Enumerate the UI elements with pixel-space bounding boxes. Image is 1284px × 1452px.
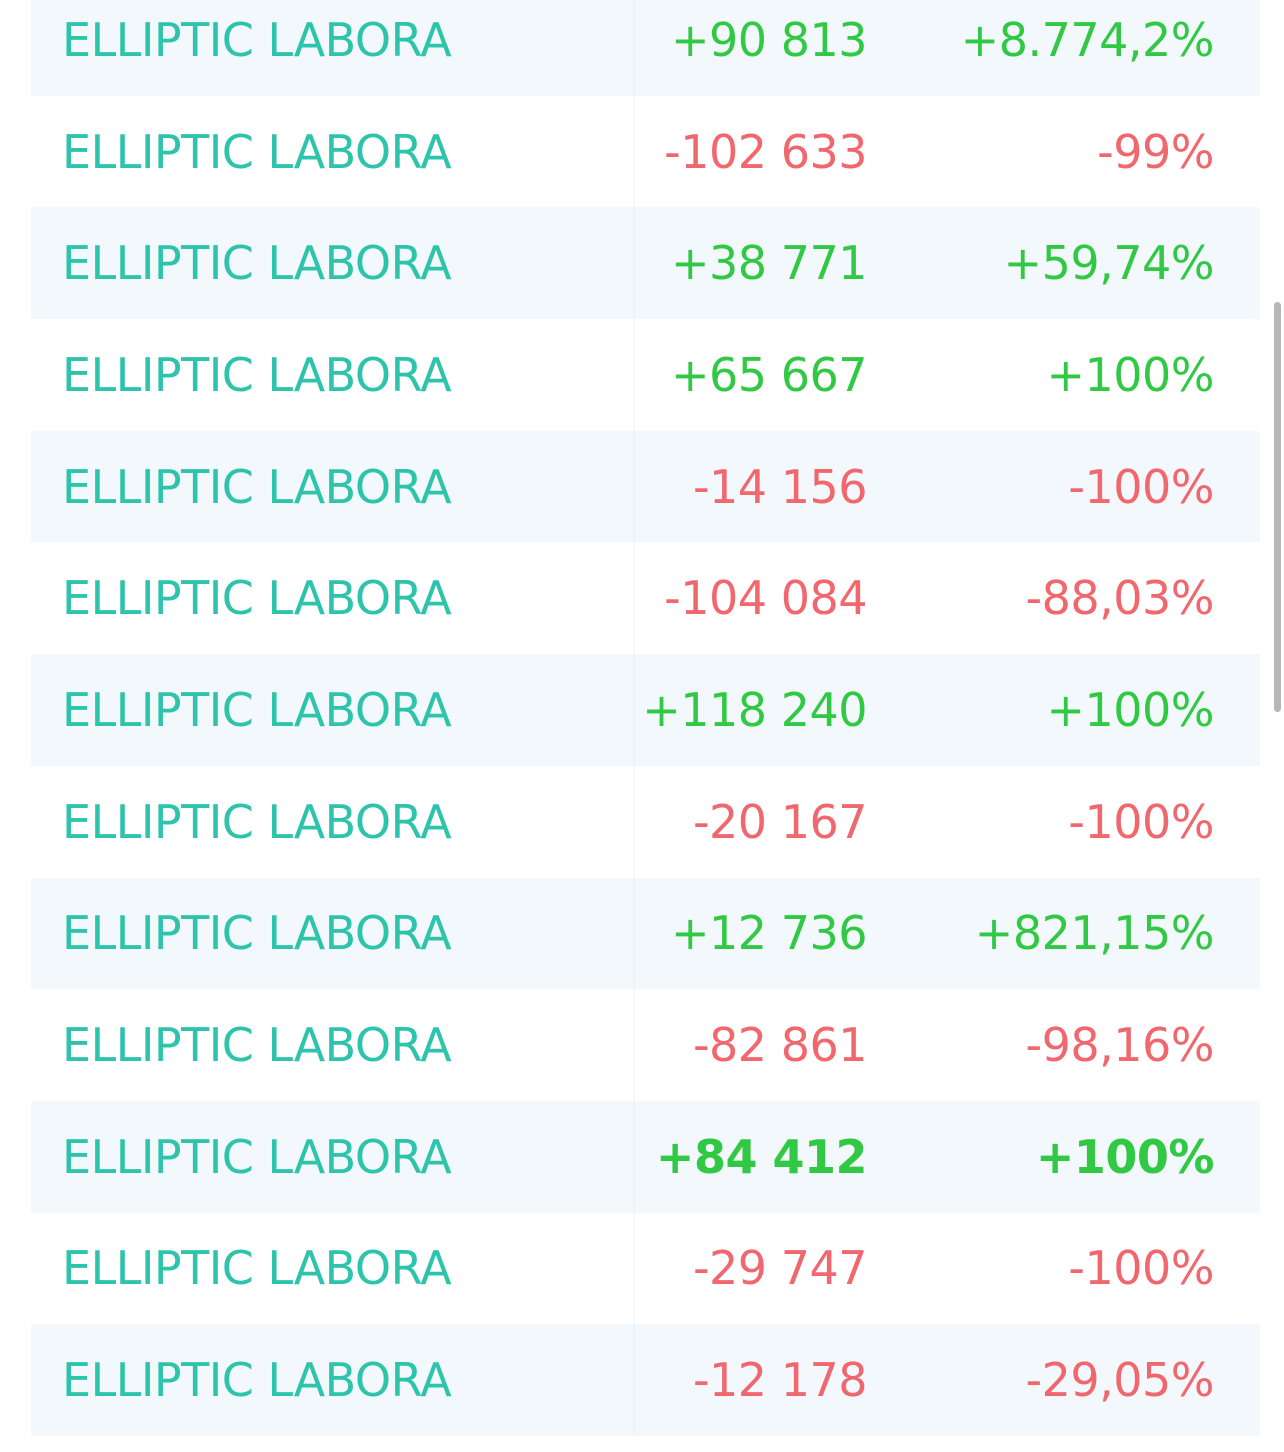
table-row[interactable]: ELLIPTIC LABORA +12 736 +821,15%: [31, 877, 1260, 990]
column-divider: [633, 319, 635, 431]
transactions-table: ELLIPTIC LABORA +90 813 +8.774,2% ELLIPTIC …: [31, 0, 1260, 1436]
amount-value: -29 747: [692, 1241, 868, 1296]
security-name: ELLIPTIC LABORA: [62, 794, 452, 849]
column-divider: [633, 0, 635, 96]
security-name: ELLIPTIC LABORA: [62, 12, 452, 67]
percent-change: -100%: [1068, 794, 1214, 849]
percent-change: -98,16%: [1025, 1018, 1215, 1073]
security-name: ELLIPTIC LABORA: [62, 236, 452, 291]
percent-change: -29,05%: [1025, 1353, 1215, 1408]
percent-change: +100%: [1035, 1129, 1215, 1184]
amount-value: -20 167: [692, 794, 868, 849]
amount-value: +84 412: [655, 1129, 868, 1184]
table-row[interactable]: ELLIPTIC LABORA +118 240 +100%: [31, 654, 1260, 766]
amount-value: -102 633: [664, 124, 867, 179]
column-divider: [633, 1212, 635, 1325]
table-row[interactable]: ELLIPTIC LABORA -14 156 -100%: [31, 430, 1260, 543]
security-name: ELLIPTIC LABORA: [62, 1241, 452, 1296]
security-name: ELLIPTIC LABORA: [62, 124, 452, 179]
amount-value: +38 771: [671, 236, 868, 291]
table-row[interactable]: ELLIPTIC LABORA +84 412 +100%: [31, 1100, 1260, 1213]
table-row[interactable]: ELLIPTIC LABORA +65 667 +100%: [31, 319, 1260, 431]
column-divider: [633, 431, 635, 543]
amount-value: -82 861: [692, 1018, 868, 1073]
table-row[interactable]: ELLIPTIC LABORA +90 813 +8.774,2%: [31, 0, 1260, 96]
column-divider: [633, 542, 635, 655]
column-divider: [633, 95, 635, 208]
column-divider: [633, 878, 635, 990]
table-row[interactable]: ELLIPTIC LABORA -102 633 -99%: [31, 95, 1260, 208]
percent-change: +100%: [1046, 347, 1214, 402]
security-name: ELLIPTIC LABORA: [62, 1129, 452, 1184]
column-divider: [633, 1101, 635, 1213]
percent-change: +100%: [1046, 682, 1214, 737]
security-name: ELLIPTIC LABORA: [62, 906, 452, 961]
percent-change: -99%: [1097, 124, 1214, 179]
percent-change: +8.774,2%: [960, 12, 1215, 67]
column-divider: [633, 989, 635, 1101]
security-name: ELLIPTIC LABORA: [62, 571, 452, 626]
percent-change: -100%: [1068, 1241, 1214, 1296]
amount-value: -14 156: [692, 459, 868, 514]
table-row[interactable]: ELLIPTIC LABORA +38 771 +59,74%: [31, 207, 1260, 320]
column-divider: [633, 765, 635, 878]
table-row[interactable]: ELLIPTIC LABORA -82 861 -98,16%: [31, 989, 1260, 1101]
security-name: ELLIPTIC LABORA: [62, 1353, 452, 1408]
table-row[interactable]: ELLIPTIC LABORA -104 084 -88,03%: [31, 542, 1260, 655]
percent-change: +59,74%: [1003, 236, 1215, 291]
amount-value: +65 667: [671, 347, 868, 402]
column-divider: [633, 207, 635, 319]
security-name: ELLIPTIC LABORA: [62, 682, 452, 737]
security-name: ELLIPTIC LABORA: [62, 459, 452, 514]
amount-value: +118 240: [642, 682, 867, 737]
security-name: ELLIPTIC LABORA: [62, 347, 452, 402]
vertical-scrollbar[interactable]: [1274, 302, 1281, 712]
security-name: ELLIPTIC LABORA: [62, 1018, 452, 1073]
column-divider: [633, 654, 635, 766]
table-row[interactable]: ELLIPTIC LABORA -12 178 -29,05%: [31, 1324, 1260, 1436]
amount-value: -104 084: [664, 571, 867, 626]
column-divider: [633, 1324, 635, 1436]
percent-change: -100%: [1068, 459, 1214, 514]
amount-value: +12 736: [671, 906, 868, 961]
percent-change: -88,03%: [1025, 571, 1215, 626]
amount-value: -12 178: [692, 1353, 868, 1408]
percent-change: +821,15%: [974, 906, 1215, 961]
amount-value: +90 813: [671, 12, 868, 67]
table-row[interactable]: ELLIPTIC LABORA -20 167 -100%: [31, 765, 1260, 878]
table-row[interactable]: ELLIPTIC LABORA -29 747 -100%: [31, 1212, 1260, 1325]
